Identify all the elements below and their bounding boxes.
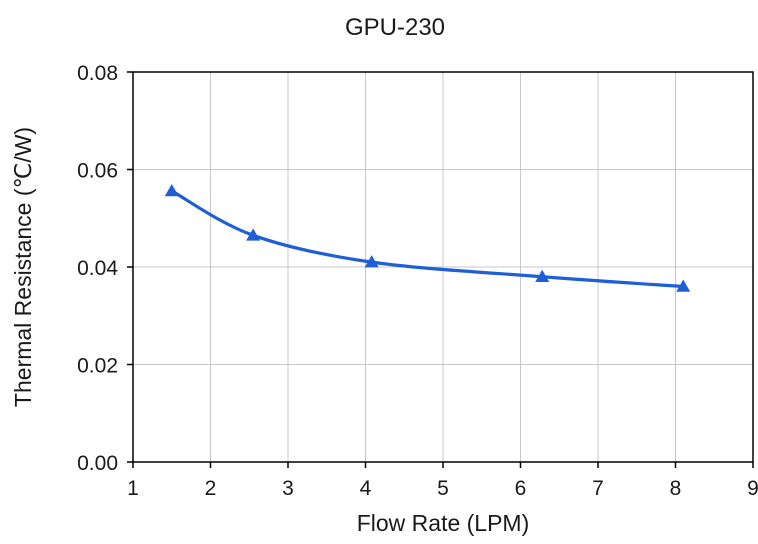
series-layer [164, 183, 691, 292]
data-point-marker [676, 279, 691, 292]
data-point-marker [164, 183, 179, 197]
y-tick-label: 0.08 [77, 62, 118, 85]
x-tick-label: 4 [360, 477, 372, 500]
y-tick-label: 0.04 [77, 257, 118, 280]
axis-ticks: 1 2 3 4 5 6 7 8 9 0.00 0.02 0.04 0.06 0.08 [77, 62, 758, 500]
x-tick-label: 8 [670, 477, 682, 500]
x-tick-label: 6 [515, 477, 527, 500]
x-tick-label: 7 [592, 477, 604, 500]
y-axis-label: Thermal Resistance (℃/W) [10, 127, 36, 407]
x-tick-label: 3 [282, 477, 294, 500]
x-tick-label: 2 [205, 477, 217, 500]
y-tick-label: 0.00 [77, 452, 118, 475]
x-tick-label: 9 [747, 477, 758, 500]
data-point-marker [535, 269, 550, 282]
x-tick-label: 5 [437, 477, 449, 500]
data-point-marker [364, 255, 379, 268]
data-point-marker [246, 228, 261, 241]
y-tick-label: 0.06 [77, 160, 118, 183]
y-tick-label: 0.02 [77, 355, 118, 378]
x-tick-label: 1 [127, 477, 139, 500]
gridlines [133, 72, 753, 462]
x-axis-label: Flow Rate (LPM) [357, 510, 530, 536]
series-line [170, 189, 685, 289]
chart-title: GPU-230 [345, 14, 445, 41]
